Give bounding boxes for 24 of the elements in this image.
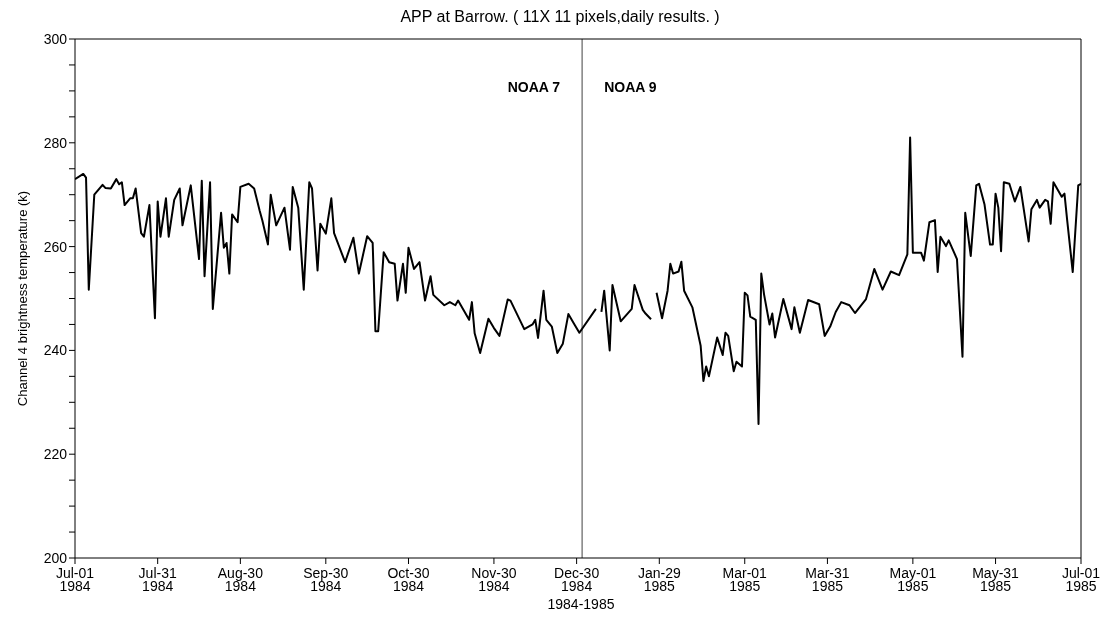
x-tick-label: Jul-01 1984	[55, 565, 95, 594]
x-tick-label: Aug-30 1984	[217, 565, 264, 594]
x-tick-label: Mar-31 1985	[805, 565, 850, 594]
y-tick-label: 260	[43, 238, 68, 255]
x-tick-label: May-31 1985	[972, 565, 1020, 594]
x-tick-label: Mar-01 1985	[722, 565, 768, 594]
x-tick-label: Jul-31 1984	[138, 565, 177, 594]
x-tick-label: Jul-01 1985	[1061, 565, 1101, 594]
x-tick-label: Oct-30 1984	[387, 565, 430, 594]
x-tick-label: Jan-29 1985	[637, 565, 681, 594]
chart-title: APP at Barrow. ( 11X 11 pixels,daily results. )	[399, 8, 721, 26]
x-tick-label: May-01 1985	[889, 565, 937, 594]
x-tick-label: Dec-30 1984	[554, 565, 600, 594]
annotation: NOAA 9	[604, 78, 657, 95]
y-tick-label: 280	[43, 134, 68, 151]
annotation: NOAA 7	[507, 78, 561, 95]
y-axis-title: Channel 4 brightness temperature (k)	[15, 190, 31, 406]
x-tick-label: Sep-30 1984	[303, 565, 349, 594]
y-tick-label: 300	[43, 30, 68, 47]
y-tick-label: 240	[43, 342, 68, 359]
y-tick-label: 200	[43, 549, 68, 566]
x-tick-label: Nov-30 1984	[471, 565, 517, 594]
x-axis-title: 1984-1985	[546, 596, 616, 612]
y-tick-label: 220	[43, 446, 68, 463]
